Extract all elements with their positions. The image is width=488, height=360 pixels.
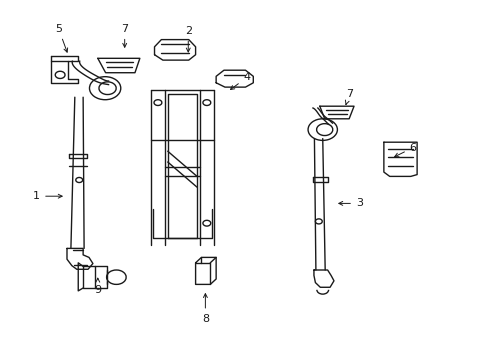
Text: 2: 2 — [184, 26, 191, 52]
Text: 4: 4 — [230, 72, 250, 90]
Text: 9: 9 — [94, 278, 101, 295]
Text: 1: 1 — [33, 191, 62, 201]
Text: 5: 5 — [55, 24, 67, 52]
Text: 7: 7 — [121, 24, 128, 47]
Text: 8: 8 — [202, 294, 208, 324]
Text: 6: 6 — [394, 143, 416, 157]
Text: 3: 3 — [338, 198, 362, 208]
Text: 7: 7 — [345, 89, 352, 104]
